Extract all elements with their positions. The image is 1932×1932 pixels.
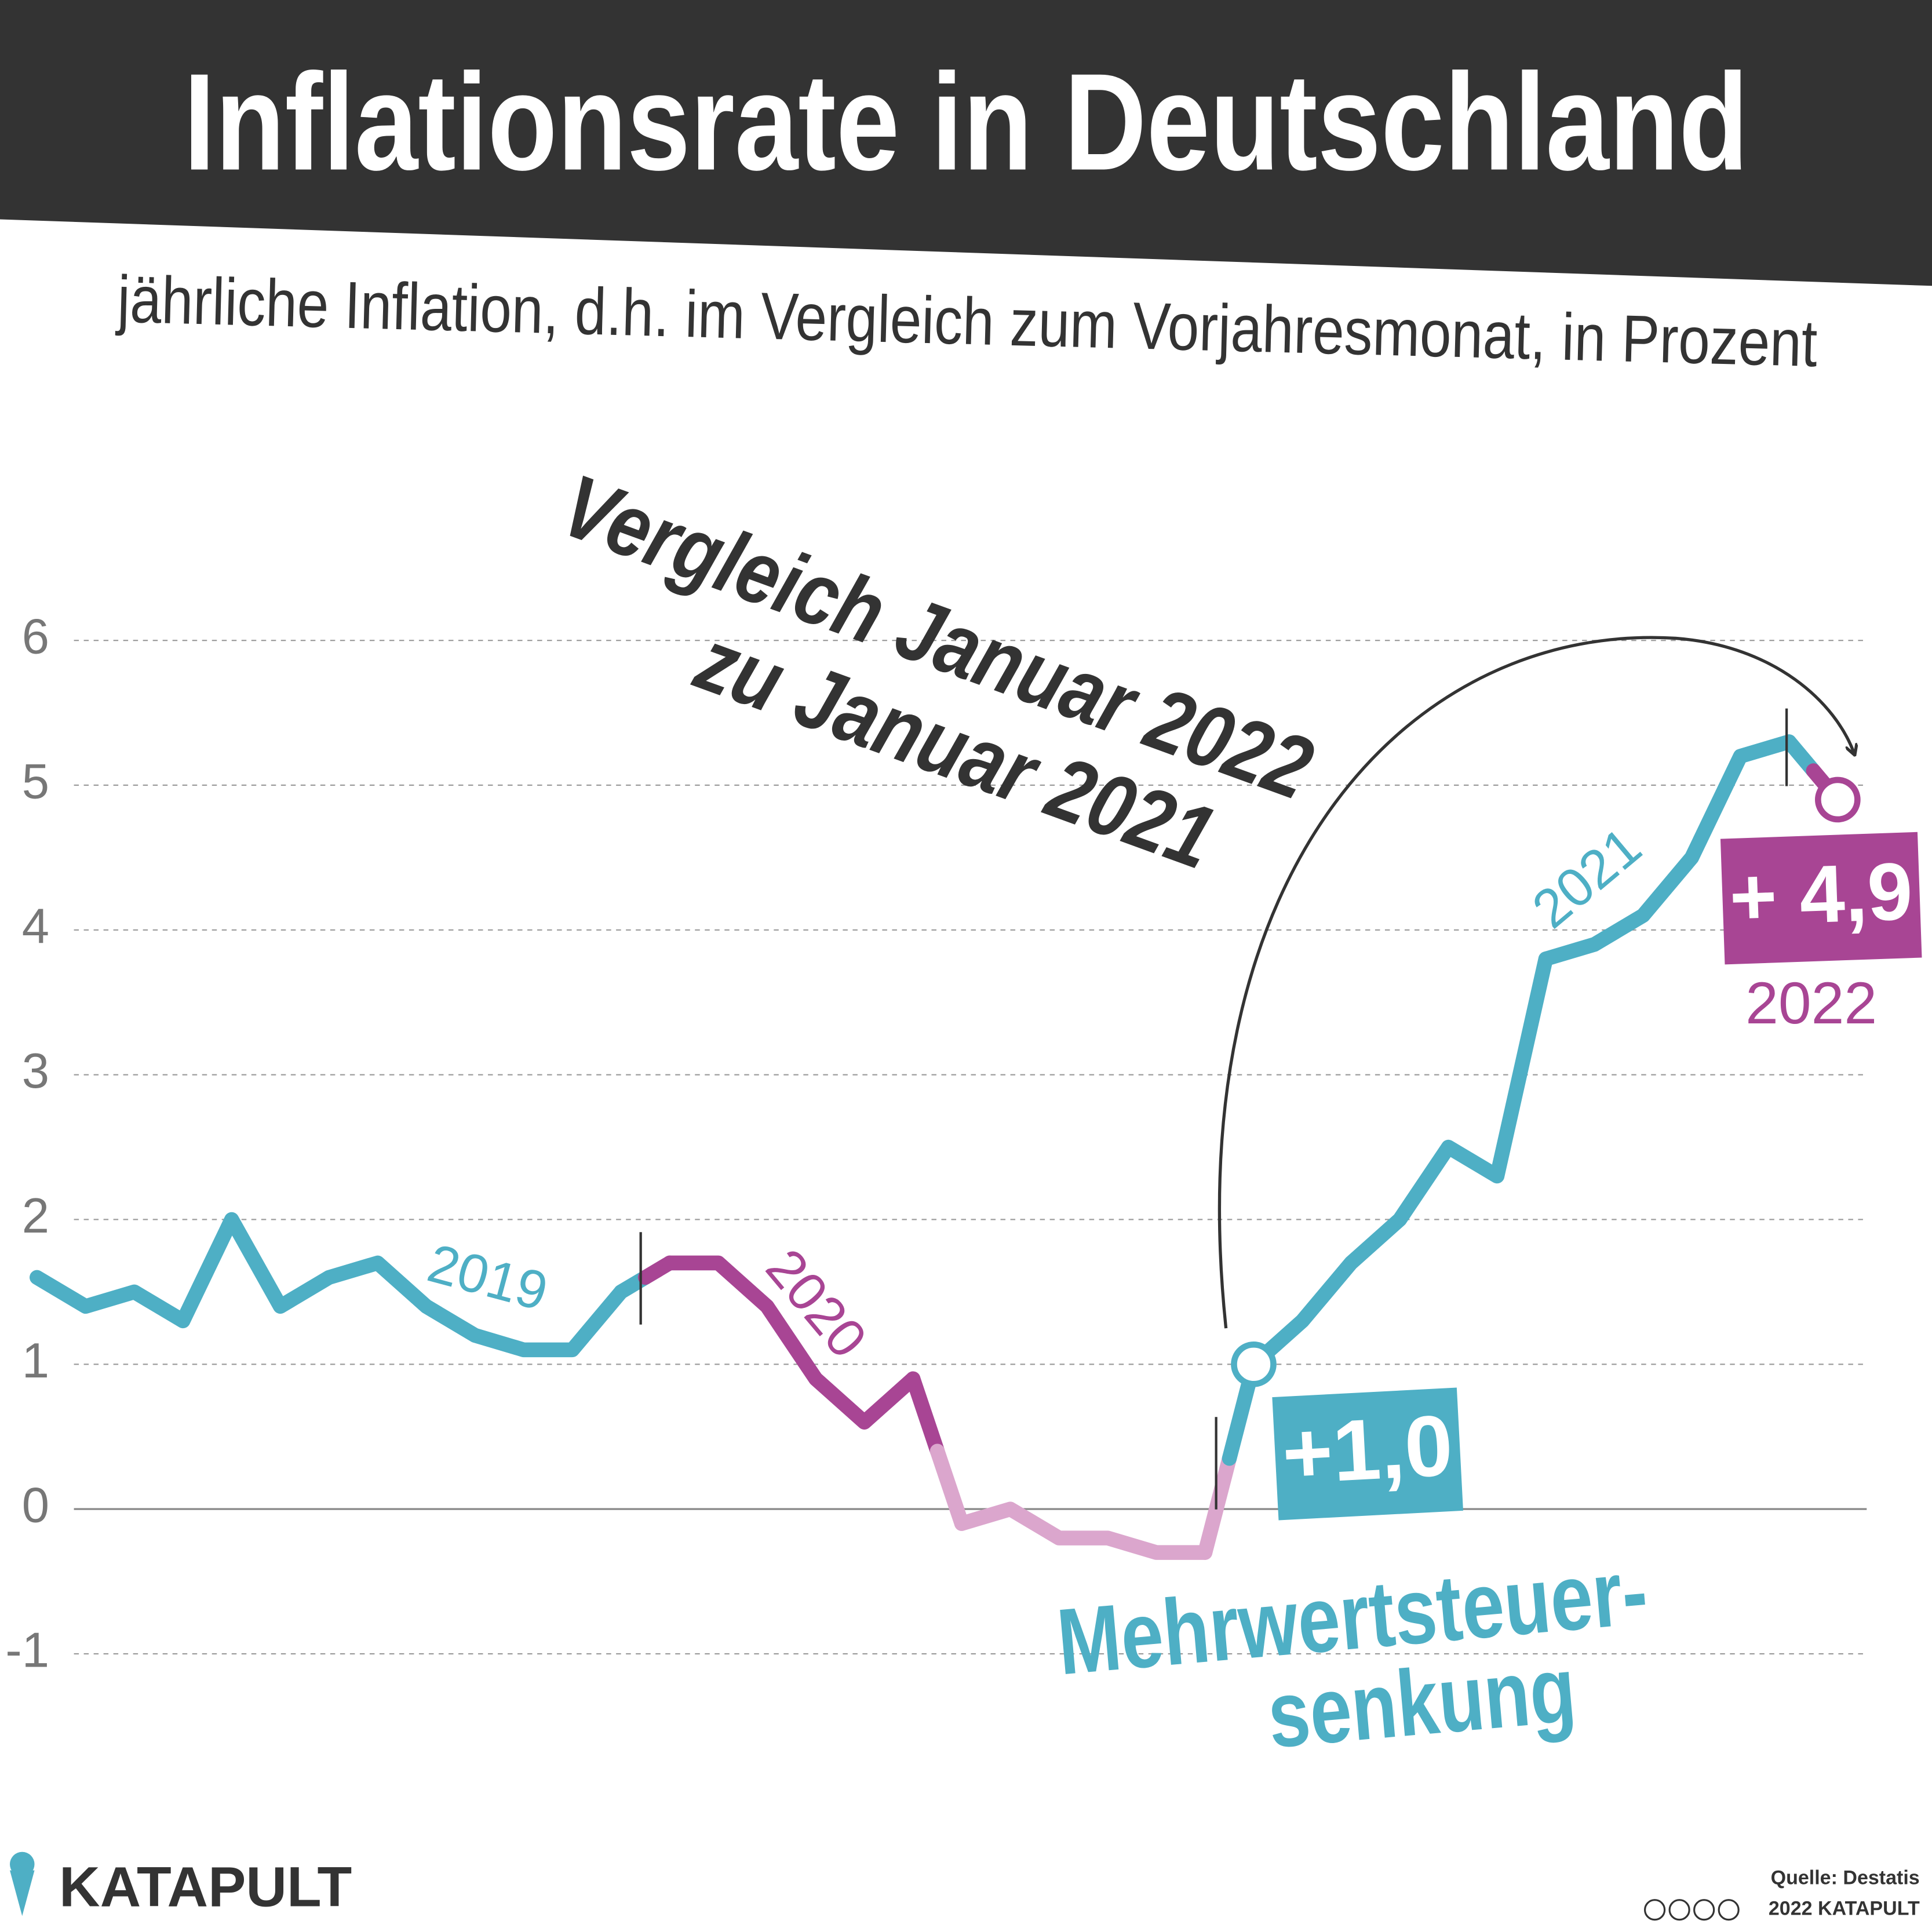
connector [905,1371,945,1459]
y-tick-label: 2 [22,1189,49,1244]
comparison-arrow [1217,636,1854,1329]
value-label: + 4,9 [1728,845,1914,943]
chart-subtitle: jährliche Inflation, d.h. im Vergleich z… [115,262,1818,381]
line-series [954,1501,1213,1560]
point-marker [1231,1341,1277,1387]
license-icons [1643,1899,1740,1921]
brand-logo [10,1851,35,1916]
y-tick-label: -1 [5,1623,49,1678]
credit: 2022 KATAPULT [1769,1898,1920,1920]
line-series [30,734,1797,1372]
connector [637,1255,677,1285]
year-label: 2022 [1745,970,1877,1036]
y-tick-label: 1 [22,1333,49,1388]
y-tick-label: 6 [22,610,49,665]
point-marker [1815,777,1861,823]
y-tick-label: 3 [22,1044,49,1099]
connector [929,1443,969,1531]
header-band [0,0,1932,286]
chart-title: Inflationsrate in Deutschland [184,45,1748,199]
value-label: +1,0 [1280,1397,1455,1502]
y-tick-label: 0 [22,1478,49,1533]
plot-area: -1 0 1 2 3 4 5 6 [5,610,1867,1678]
brand: KATAPULT [59,1855,352,1919]
value-label-box [1720,832,1922,965]
value-label-box [1272,1387,1463,1521]
source: Quelle: Destatis [1771,1867,1920,1889]
y-tick-label: 5 [22,754,49,809]
y-tick-label: 4 [22,899,49,954]
